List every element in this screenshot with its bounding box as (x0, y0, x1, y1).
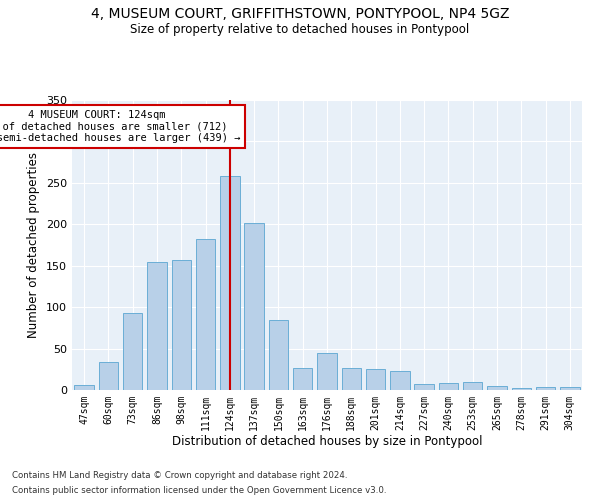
Bar (487, 386, 507, 390)
Text: Contains HM Land Registry data © Crown copyright and database right 2024.: Contains HM Land Registry data © Crown c… (12, 471, 347, 480)
Bar (536, 386, 555, 390)
Bar (74, 385, 94, 390)
Bar (512, 388, 531, 390)
Text: Contains public sector information licensed under the Open Government Licence v3: Contains public sector information licen… (12, 486, 386, 495)
Bar (123, 313, 142, 390)
Bar (172, 260, 191, 390)
Bar (439, 382, 458, 390)
Bar (366, 370, 385, 390)
Bar (196, 239, 215, 390)
Bar (317, 352, 337, 390)
Bar (341, 368, 361, 390)
Text: 4, MUSEUM COURT, GRIFFITHSTOWN, PONTYPOOL, NP4 5GZ: 4, MUSEUM COURT, GRIFFITHSTOWN, PONTYPOO… (91, 8, 509, 22)
Text: Size of property relative to detached houses in Pontypool: Size of property relative to detached ho… (130, 22, 470, 36)
Bar (293, 368, 313, 390)
Bar (560, 386, 580, 390)
Text: Distribution of detached houses by size in Pontypool: Distribution of detached houses by size … (172, 435, 482, 448)
Bar (463, 382, 482, 390)
Bar (220, 176, 239, 390)
Bar (99, 362, 118, 390)
Bar (147, 262, 167, 390)
Y-axis label: Number of detached properties: Number of detached properties (28, 152, 40, 338)
Text: 4 MUSEUM COURT: 124sqm
← 61% of detached houses are smaller (712)
38% of semi-de: 4 MUSEUM COURT: 124sqm ← 61% of detached… (0, 110, 240, 143)
Bar (269, 320, 288, 390)
Bar (415, 384, 434, 390)
Bar (244, 222, 264, 390)
Bar (390, 371, 410, 390)
